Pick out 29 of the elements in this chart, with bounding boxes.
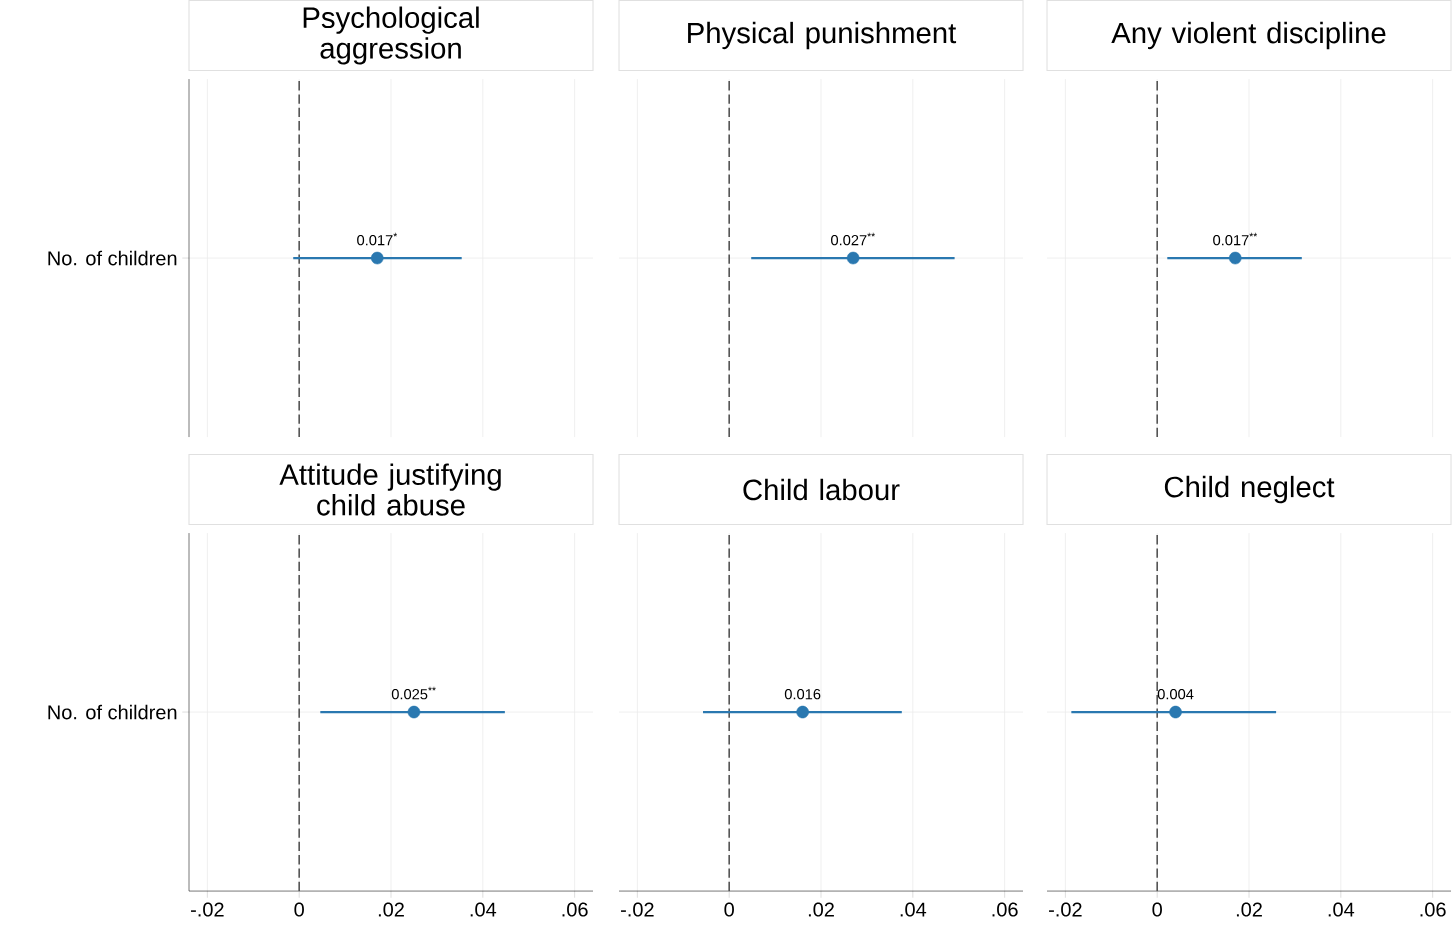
data-label: 0.017$^{**}$ bbox=[1213, 232, 1258, 246]
chart-title: Psychological aggression bbox=[303, 6, 479, 65]
chart-title: Any violent discipline bbox=[1111, 21, 1386, 50]
chart-title: Child labour bbox=[743, 478, 900, 501]
x-tick-label: .06 bbox=[1420, 902, 1446, 917]
x-tick-label: .02 bbox=[808, 902, 834, 917]
x-tick-label: -.02 bbox=[191, 902, 224, 917]
chart-title: Physical punishment bbox=[688, 21, 957, 50]
x-tick-label: .06 bbox=[562, 902, 588, 917]
x-tick-label: .06 bbox=[992, 902, 1018, 917]
x-tick-label: -.02 bbox=[1049, 902, 1082, 917]
data-label: 0.017$^{*}$ bbox=[357, 232, 398, 246]
data-label: 0.025$^{**}$ bbox=[391, 686, 436, 700]
x-tick-label: .04 bbox=[900, 902, 927, 917]
x-tick-label: .02 bbox=[1236, 902, 1262, 917]
x-tick-label: .02 bbox=[378, 902, 404, 917]
x-tick-label: .04 bbox=[470, 902, 497, 917]
chart-title: Attitude justifying child abuse bbox=[279, 463, 501, 516]
x-tick-label: 0 bbox=[294, 902, 304, 917]
x-tick-label: 0 bbox=[724, 902, 734, 917]
x-tick-label: .04 bbox=[1328, 902, 1355, 917]
x-tick-label: -.02 bbox=[621, 902, 654, 917]
data-label: 0.027$^{**}$ bbox=[831, 232, 875, 246]
data-label: 0.004 bbox=[1157, 688, 1194, 700]
y-tick-label: No. of children bbox=[48, 704, 177, 720]
y-tick-label: No. of children bbox=[48, 250, 177, 266]
data-label: 0.016 bbox=[784, 688, 821, 700]
x-tick-label: 0 bbox=[1152, 902, 1162, 917]
chart-title: Child neglect bbox=[1164, 475, 1335, 504]
